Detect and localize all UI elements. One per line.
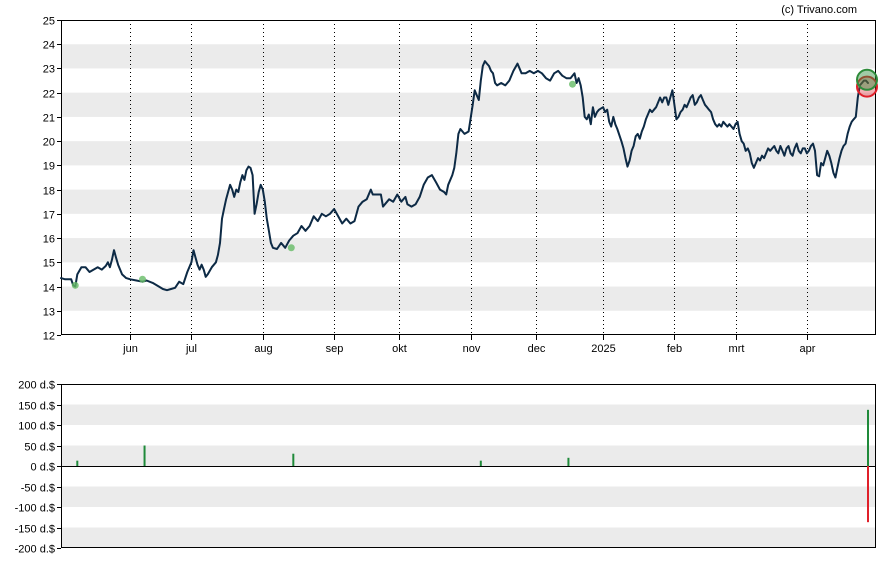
x-tick-label: jun	[122, 343, 138, 355]
y-tick-label: 23	[43, 64, 55, 76]
dividend-marker	[569, 80, 577, 88]
transactions-band	[61, 486, 876, 507]
y-tick-label: -150 d.$	[15, 524, 55, 536]
y-tick-label: 150 d.$	[18, 401, 55, 413]
x-tick-label: mrt	[729, 343, 745, 355]
x-tick-label: aug	[254, 343, 272, 355]
credit-label: (c) Trivano.com	[781, 4, 857, 16]
x-tick-label: jul	[185, 343, 197, 355]
price-chart-frame	[61, 20, 876, 335]
y-tick-label: 20	[43, 137, 55, 149]
y-tick-label: 24	[43, 40, 55, 52]
last-sell-marker	[856, 75, 878, 98]
x-tick-label: nov	[463, 343, 481, 355]
price-band	[61, 141, 876, 166]
dividend-marker	[71, 281, 79, 289]
price-band	[61, 238, 876, 263]
y-tick-label: -200 d.$	[15, 544, 55, 556]
x-tick-label: apr	[800, 343, 816, 355]
x-tick-label: 2025	[591, 343, 615, 355]
y-tick-label: 17	[43, 210, 55, 222]
sell-bar	[867, 466, 869, 523]
buy-bar	[567, 457, 570, 466]
y-tick-label: 50 d.$	[24, 442, 55, 454]
transactions-band	[61, 527, 876, 548]
y-tick-label: 19	[43, 161, 55, 173]
buy-bar	[867, 409, 869, 466]
y-tick-label: 100 d.$	[18, 421, 55, 433]
x-tick-label: sep	[326, 343, 344, 355]
y-tick-label: 13	[43, 307, 55, 319]
y-tick-label: -100 d.$	[15, 503, 55, 515]
price-x-axis: jun jul aug sep okt nov dec 2025 feb mrt apr	[122, 335, 816, 355]
last-buy-marker	[856, 68, 878, 91]
transactions-chart-bands	[61, 404, 876, 548]
buy-bar	[143, 445, 146, 466]
transactions-chart-frame	[61, 384, 876, 548]
dividend-marker	[287, 244, 295, 252]
y-tick-label: -50 d.$	[21, 483, 55, 495]
price-band	[61, 286, 876, 311]
price-band	[61, 189, 876, 214]
transactions-band	[61, 445, 876, 466]
price-markers	[71, 68, 878, 289]
price-frame-border	[61, 20, 876, 335]
transactions-bars	[76, 409, 869, 523]
dividend-marker	[139, 275, 147, 283]
y-tick-label: 14	[43, 283, 55, 295]
y-tick-label: 200 d.$	[18, 380, 55, 392]
price-band	[61, 44, 876, 69]
price-chart-bands	[61, 44, 876, 311]
x-tick-label: dec	[528, 343, 546, 355]
y-tick-label: 12	[43, 331, 55, 343]
buy-bar	[76, 460, 79, 466]
y-tick-label: 21	[43, 113, 55, 125]
y-tick-label: 22	[43, 89, 55, 101]
y-tick-label: 0 d.$	[31, 462, 55, 474]
y-tick-label: 18	[43, 186, 55, 198]
transactions-y-axis: 200 d.$ 150 d.$ 100 d.$ 50 d.$ 0 d.$ -50 d.$ -…	[15, 380, 61, 556]
price-band	[61, 92, 876, 117]
y-tick-label: 15	[43, 258, 55, 270]
transactions-band	[61, 404, 876, 425]
buy-bar	[479, 460, 482, 466]
x-tick-label: okt	[392, 343, 407, 355]
price-y-axis: 12 13 14 15 16 17 18 19 20 21 22 23 24 25	[43, 16, 61, 343]
x-tick-label: feb	[667, 343, 682, 355]
price-line	[60, 60, 869, 292]
y-tick-label: 25	[43, 16, 55, 28]
y-tick-label: 16	[43, 234, 55, 246]
buy-bar	[292, 453, 295, 466]
